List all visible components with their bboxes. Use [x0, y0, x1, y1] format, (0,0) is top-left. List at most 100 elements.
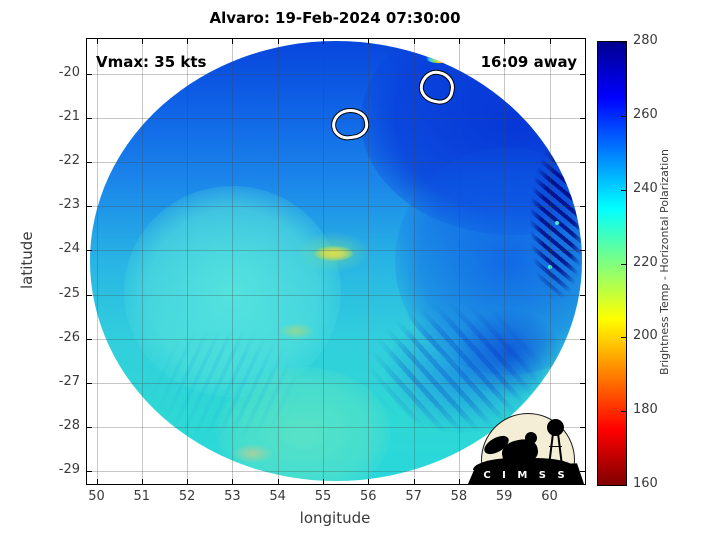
vmax-annotation: Vmax: 35 kts — [96, 53, 207, 71]
tick-mark-y — [580, 338, 585, 340]
bright-pixel — [547, 265, 552, 270]
colorbar-tick-mark — [621, 485, 626, 486]
x-tick-label: 56 — [360, 489, 377, 504]
colorbar-tick-label: 260 — [633, 106, 658, 122]
gridline-x — [277, 39, 279, 484]
y-tick-label: -29 — [58, 461, 80, 477]
tick-mark-x — [141, 39, 143, 44]
water-tower-crossbar — [549, 446, 562, 447]
tick-mark-y — [580, 118, 585, 120]
x-tick-label: 51 — [133, 489, 151, 504]
gridline-x — [504, 39, 506, 484]
tick-mark-x — [549, 39, 551, 44]
gridline-x — [549, 39, 551, 484]
tick-mark-y — [87, 470, 92, 472]
time-away-annotation: 16:09 away — [480, 53, 577, 71]
colorbar-tick-label: 280 — [633, 33, 658, 48]
gridline-x — [141, 39, 143, 484]
tick-mark-x — [504, 39, 506, 44]
gridline-y — [87, 206, 585, 208]
tick-mark-x — [413, 39, 415, 44]
x-tick-label: 50 — [88, 489, 105, 504]
tick-mark-x — [277, 479, 279, 484]
tick-mark-y — [580, 294, 585, 296]
tick-mark-x — [96, 479, 98, 484]
tick-mark-y — [87, 250, 92, 252]
tick-mark-y — [580, 74, 585, 75]
tick-mark-y — [87, 118, 92, 120]
colorbar-tick-mark — [621, 115, 626, 117]
gridline-y — [87, 470, 585, 472]
tick-mark-y — [580, 426, 585, 428]
dark-blue-blob — [454, 309, 563, 398]
warm-spot-center — [313, 246, 354, 261]
tick-mark-x — [187, 479, 189, 484]
tick-mark-y — [580, 382, 585, 384]
y-tick-label: -23 — [58, 197, 80, 213]
warm-smudge — [279, 323, 314, 340]
gridline-y — [87, 294, 585, 296]
water-tower-icon — [547, 419, 564, 436]
tick-mark-y — [580, 162, 585, 164]
gridline-x — [96, 39, 98, 484]
y-tick-label: -21 — [58, 109, 80, 125]
gridline-x — [368, 39, 370, 484]
x-tick-label: 57 — [405, 489, 422, 504]
gridline-x — [413, 39, 415, 484]
tick-mark-x — [368, 39, 370, 44]
tick-mark-y — [87, 206, 92, 208]
tick-mark-y — [87, 338, 92, 340]
colorbar-tick-label: 160 — [633, 476, 658, 491]
plot-area: Vmax: 35 kts 16:09 away C I M S S — [86, 38, 586, 485]
colorbar-tick-label: 240 — [633, 180, 658, 196]
tick-mark-y — [87, 426, 92, 428]
colorbar-tick-mark — [621, 411, 626, 413]
colorbar — [597, 41, 627, 486]
tick-mark-x — [323, 479, 324, 484]
gridline-y — [87, 118, 585, 120]
colorbar-tick-mark — [621, 189, 626, 191]
plot-title: Alvaro: 19-Feb-2024 07:30:00 — [209, 9, 461, 27]
tick-mark-x — [277, 39, 279, 44]
gridline-y — [87, 162, 585, 164]
x-tick-label: 60 — [541, 489, 558, 504]
cimss-logo: C I M S S — [465, 411, 587, 484]
gridline-y — [87, 338, 585, 340]
colorbar-tick-mark — [621, 337, 626, 339]
y-tick-label: -25 — [58, 285, 80, 301]
tick-mark-y — [87, 162, 92, 164]
y-tick-label: -28 — [58, 417, 80, 433]
y-tick-label: -24 — [58, 241, 80, 257]
tick-mark-x — [232, 479, 234, 484]
y-tick-label: -20 — [58, 65, 80, 80]
satellite-swath-image — [90, 41, 582, 481]
gridline-y — [87, 74, 585, 75]
tick-mark-x — [413, 479, 415, 484]
tick-mark-x — [187, 39, 189, 44]
colorbar-tick-label: 200 — [633, 328, 658, 344]
bright-pixel — [554, 221, 559, 226]
tick-mark-x — [232, 39, 234, 44]
tick-mark-y — [580, 206, 585, 208]
x-tick-label: 58 — [450, 489, 468, 504]
colorbar-tick-label: 220 — [633, 254, 658, 270]
tick-mark-x — [323, 39, 324, 44]
x-tick-label: 55 — [314, 489, 332, 504]
gridline-x — [458, 39, 460, 484]
tick-mark-y — [87, 74, 92, 75]
tick-mark-x — [458, 39, 460, 44]
gridline-y — [87, 426, 585, 428]
hot-pixels-top-edge — [426, 52, 454, 63]
tick-mark-x — [458, 479, 460, 484]
tick-mark-y — [87, 294, 92, 296]
tick-mark-y — [580, 250, 585, 252]
logo-banner: C I M S S — [468, 463, 584, 484]
y-tick-label: -27 — [58, 373, 80, 389]
tan-smudge-bottom — [232, 443, 273, 464]
x-tick-label: 52 — [178, 489, 196, 504]
y-axis-label: latitude — [18, 231, 36, 290]
satellite-dish-feed — [525, 432, 537, 444]
x-tick-label: 59 — [495, 489, 513, 504]
tick-mark-y — [580, 470, 585, 472]
